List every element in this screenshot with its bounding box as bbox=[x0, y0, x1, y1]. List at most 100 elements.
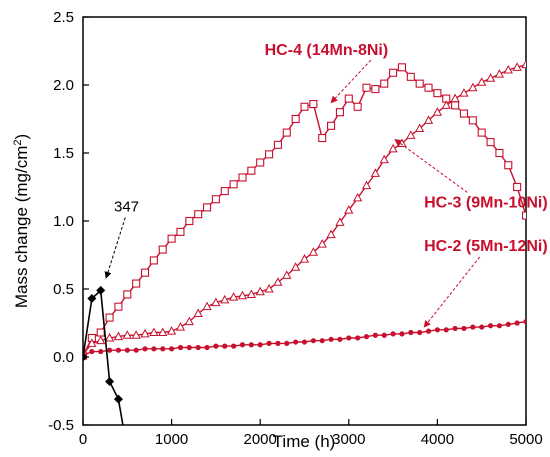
data-point bbox=[512, 62, 522, 71]
data-point bbox=[248, 342, 254, 348]
axis-ticks bbox=[82, 16, 527, 426]
data-point bbox=[184, 316, 194, 326]
data-point bbox=[175, 322, 186, 331]
data-point bbox=[158, 245, 167, 254]
data-point bbox=[167, 234, 176, 243]
data-point bbox=[346, 335, 352, 341]
data-point bbox=[415, 79, 424, 88]
data-point bbox=[115, 347, 122, 353]
data-point bbox=[504, 161, 513, 170]
data-point bbox=[397, 63, 407, 72]
annotation-label: 347 bbox=[114, 198, 139, 215]
data-point bbox=[282, 270, 292, 279]
data-point bbox=[477, 128, 486, 137]
data-point bbox=[83, 352, 88, 362]
data-point bbox=[344, 94, 353, 103]
annotation-hc-2-5mn-12ni: HC-2 (5Mn-12Ni) bbox=[423, 238, 548, 328]
data-point bbox=[273, 140, 282, 149]
data-point bbox=[328, 336, 334, 342]
data-point bbox=[246, 289, 256, 298]
data-point bbox=[495, 148, 504, 158]
data-point bbox=[176, 227, 185, 236]
data-point bbox=[479, 324, 485, 330]
annotation-arrow bbox=[394, 138, 468, 193]
data-point bbox=[521, 59, 526, 69]
annotation-label: HC-4 (14Mn-8Ni) bbox=[265, 42, 389, 59]
series-layer bbox=[83, 59, 526, 425]
data-point bbox=[222, 343, 228, 349]
data-point bbox=[335, 108, 344, 117]
data-point bbox=[231, 343, 237, 349]
data-point bbox=[390, 331, 396, 337]
data-point bbox=[406, 72, 415, 81]
data-point bbox=[300, 102, 309, 111]
x-axis-title: Time (h) bbox=[273, 432, 336, 451]
data-point bbox=[169, 346, 175, 352]
series-line bbox=[83, 288, 124, 425]
series-hc-3-9mn-10ni bbox=[83, 59, 526, 358]
x-tick-label: 1000 bbox=[155, 431, 188, 448]
annotation-arrow bbox=[423, 256, 481, 328]
data-point bbox=[310, 338, 316, 344]
data-point bbox=[344, 205, 354, 214]
data-point bbox=[494, 69, 505, 78]
data-point bbox=[273, 277, 283, 286]
data-point bbox=[229, 180, 238, 189]
data-point bbox=[87, 294, 97, 304]
data-point bbox=[213, 343, 219, 349]
data-point bbox=[105, 376, 115, 386]
annotation-label: HC-2 (5Mn-12Ni) bbox=[424, 238, 548, 255]
data-point bbox=[202, 301, 212, 311]
data-point bbox=[177, 344, 184, 351]
data-point bbox=[326, 229, 336, 239]
data-point bbox=[211, 297, 221, 307]
data-point bbox=[523, 319, 526, 325]
data-point bbox=[113, 331, 124, 341]
data-point bbox=[408, 329, 414, 336]
data-point bbox=[380, 79, 389, 88]
data-point bbox=[433, 89, 442, 98]
data-point bbox=[353, 102, 362, 111]
data-point bbox=[337, 336, 343, 342]
y-axis-title: Mass change (mg/cm2) bbox=[12, 134, 31, 308]
data-point bbox=[388, 143, 398, 153]
data-point bbox=[424, 83, 433, 92]
x-tick-label: 4000 bbox=[421, 431, 454, 448]
series-347 bbox=[83, 285, 124, 425]
x-tick-label: 5000 bbox=[509, 431, 542, 448]
data-point bbox=[308, 247, 319, 256]
data-point bbox=[434, 327, 440, 333]
data-point bbox=[105, 313, 114, 322]
data-point bbox=[505, 321, 511, 327]
data-point bbox=[124, 347, 130, 353]
series-hc-2-5mn-12ni bbox=[83, 319, 526, 359]
data-point bbox=[317, 239, 327, 248]
data-point bbox=[335, 217, 345, 226]
y-tick-label: 2.5 bbox=[53, 9, 74, 26]
data-point bbox=[451, 101, 460, 110]
data-point bbox=[291, 114, 300, 124]
data-point bbox=[425, 328, 432, 334]
data-point bbox=[122, 330, 132, 339]
data-point bbox=[264, 283, 274, 293]
data-point bbox=[98, 348, 104, 355]
data-point bbox=[185, 216, 194, 226]
data-point bbox=[521, 211, 526, 220]
data-point bbox=[353, 192, 363, 202]
data-point bbox=[106, 347, 113, 353]
data-point bbox=[193, 308, 203, 317]
data-point bbox=[87, 338, 97, 347]
data-point bbox=[450, 93, 460, 103]
data-point bbox=[370, 168, 381, 177]
data-point bbox=[363, 334, 370, 340]
data-point bbox=[140, 268, 150, 277]
data-point bbox=[470, 324, 476, 330]
data-point bbox=[468, 82, 478, 92]
data-point bbox=[211, 195, 220, 204]
annotation-arrow bbox=[104, 217, 126, 279]
data-point bbox=[372, 332, 378, 338]
data-point bbox=[309, 99, 318, 109]
data-point bbox=[503, 64, 513, 74]
data-point bbox=[166, 326, 177, 335]
